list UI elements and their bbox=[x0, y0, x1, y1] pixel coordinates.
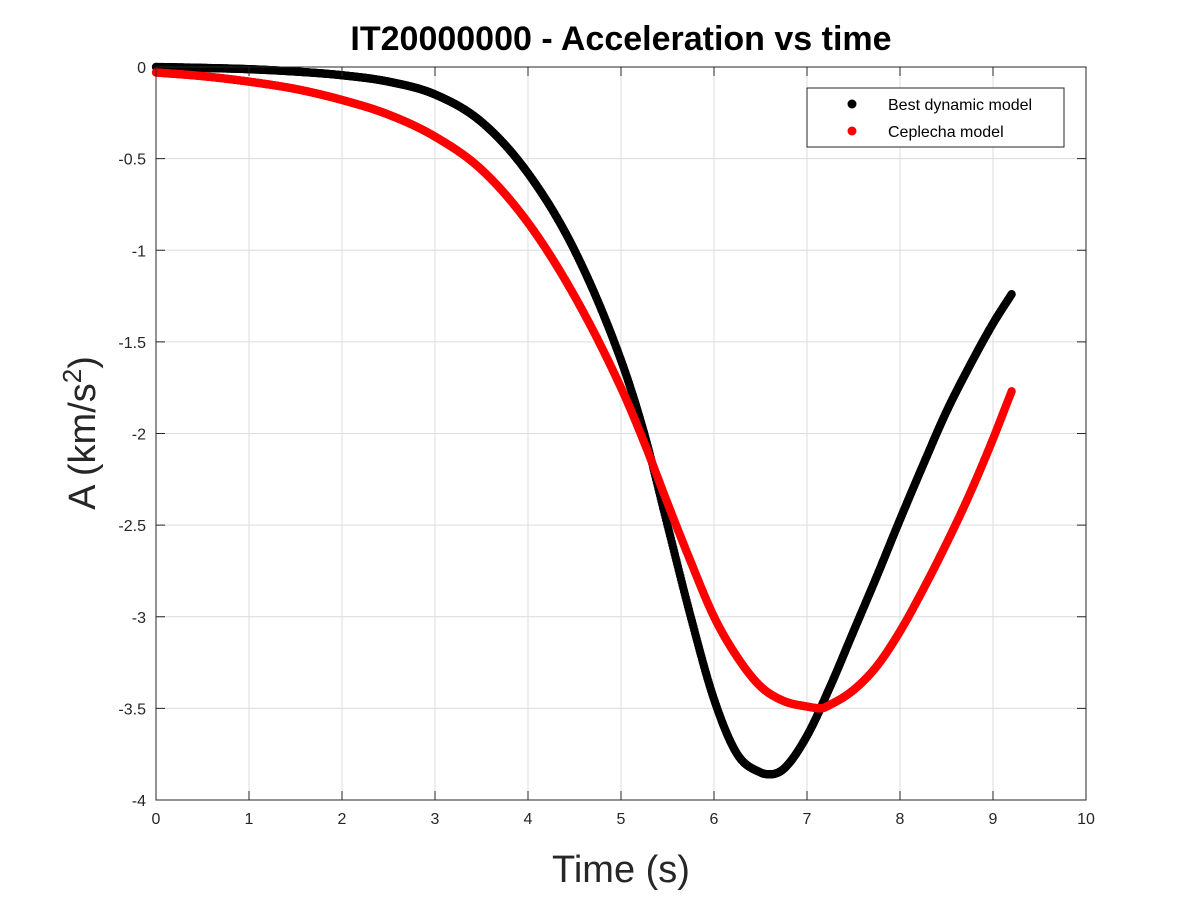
x-tick-label: 2 bbox=[338, 811, 347, 828]
legend-box bbox=[806, 87, 1065, 148]
x-tick-label: 1 bbox=[245, 811, 254, 828]
x-tick-label: 6 bbox=[710, 811, 719, 828]
y-tick-label: -2 bbox=[132, 427, 146, 444]
y-axis-title: A (km/s2) bbox=[57, 356, 104, 510]
y-tick-label: -3.5 bbox=[118, 701, 146, 718]
y-tick-label: -1 bbox=[132, 243, 146, 260]
x-tick-label: 0 bbox=[152, 811, 161, 828]
y-tick-label: -1.5 bbox=[118, 335, 146, 352]
series-ceplecha-model bbox=[151, 68, 1016, 713]
x-tick-label: 8 bbox=[896, 811, 905, 828]
x-axis-title: Time (s) bbox=[552, 849, 690, 891]
y-tick-label: -3 bbox=[132, 610, 146, 627]
legend: Best dynamic model Ceplecha model bbox=[806, 87, 1065, 148]
y-tick-label: -4 bbox=[132, 793, 146, 810]
y-axis-title-main: A (km/s bbox=[62, 383, 104, 510]
y-tick-label: 0 bbox=[137, 60, 146, 77]
data-point bbox=[1007, 290, 1016, 299]
x-tick-label: 10 bbox=[1077, 811, 1095, 828]
y-axis-title-close: ) bbox=[62, 356, 104, 369]
x-tick-label: 9 bbox=[989, 811, 998, 828]
x-tick-label: 7 bbox=[803, 811, 812, 828]
legend-label-ceplecha: Ceplecha model bbox=[888, 124, 1004, 141]
ticks bbox=[155, 66, 1087, 801]
tick-labels: 0 1 2 3 4 5 6 7 8 9 10 0 -0.5 -1 -1.5 -2 -2.5 -3 -3.5 -4 bbox=[118, 60, 1095, 828]
legend-marker-best-dynamic bbox=[847, 99, 857, 109]
x-tick-label: 3 bbox=[431, 811, 440, 828]
series-best-dynamic-model bbox=[151, 62, 1016, 779]
x-tick-label: 5 bbox=[617, 811, 626, 828]
x-tick-label: 4 bbox=[524, 811, 533, 828]
data-point bbox=[1007, 387, 1016, 396]
y-axis-title-superscript: 2 bbox=[57, 369, 87, 383]
legend-label-best-dynamic: Best dynamic model bbox=[888, 97, 1032, 114]
y-tick-label: -0.5 bbox=[118, 152, 146, 169]
legend-marker-ceplecha bbox=[847, 126, 857, 136]
series-layer bbox=[151, 62, 1016, 779]
chart-title: IT20000000 - Acceleration vs time bbox=[350, 20, 891, 58]
y-tick-label: -2.5 bbox=[118, 518, 146, 535]
